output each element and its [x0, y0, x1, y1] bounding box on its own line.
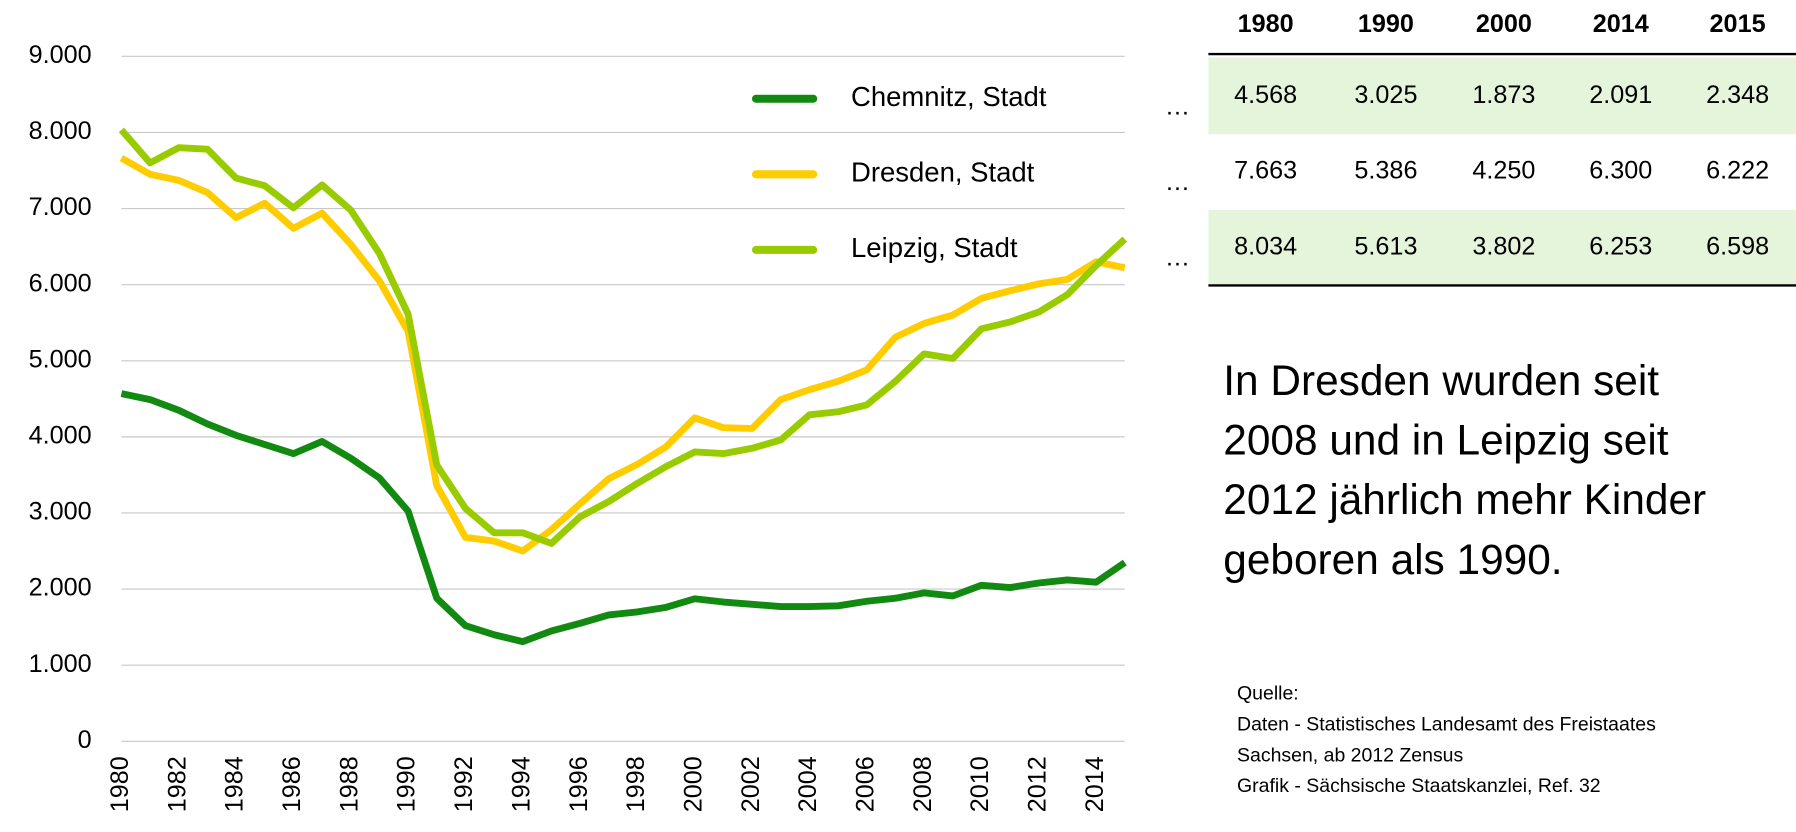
legend-label: Leipzig, Stadt	[851, 232, 1018, 263]
table-cell: 1.873	[1472, 81, 1535, 109]
y-tick-label: 1.000	[29, 650, 92, 678]
table-cell: 6.598	[1706, 232, 1769, 260]
series-line	[118, 127, 1128, 547]
table-cell: 5.613	[1354, 232, 1417, 260]
row-band	[1208, 209, 1796, 285]
source-line: Sachsen, ab 2012 Zensus	[1237, 744, 1463, 766]
x-tick-label: 2012	[1023, 756, 1051, 812]
x-tick-label: 1994	[507, 756, 535, 812]
legend-label: Dresden, Stadt	[851, 157, 1035, 188]
x-tick-label: 2000	[679, 756, 707, 812]
series-line	[119, 155, 1126, 555]
y-tick-label: 3.000	[29, 498, 92, 526]
table-cell: 6.222	[1706, 157, 1769, 185]
x-tick-label: 2014	[1081, 756, 1109, 812]
table-header: 1990	[1358, 10, 1414, 38]
legend-label: Chemnitz, Stadt	[851, 81, 1047, 112]
table-cell: 3.025	[1354, 81, 1417, 109]
table-cell: 5.386	[1354, 157, 1417, 185]
note-line: 2012 jährlich mehr Kinder	[1223, 476, 1706, 523]
x-tick-label: 1980	[106, 756, 134, 812]
table-ellipsis: …	[1165, 168, 1190, 196]
y-tick-label: 0	[78, 726, 92, 754]
source-line: Quelle:	[1237, 682, 1299, 704]
y-tick-label: 9.000	[29, 41, 92, 69]
x-tick-label: 2010	[966, 756, 994, 812]
table-header: 2014	[1593, 10, 1649, 38]
x-tick-label: 1996	[565, 756, 593, 812]
note-line: 2008 und in Leipzig seit	[1223, 417, 1668, 464]
x-tick-label: 1990	[393, 756, 421, 812]
x-tick-label: 2008	[909, 756, 937, 812]
x-tick-label: 1988	[335, 756, 363, 812]
y-tick-label: 6.000	[29, 269, 92, 297]
table-header: 2000	[1476, 10, 1532, 38]
x-tick-label: 1984	[221, 756, 249, 812]
y-tick-label: 2.000	[29, 574, 92, 602]
x-tick-label: 1982	[163, 756, 191, 812]
note-line: geboren als 1990.	[1223, 536, 1562, 583]
table-cell: 4.568	[1234, 81, 1297, 109]
source-line: Daten - Statistisches Landesamt des Frei…	[1237, 713, 1656, 735]
table-cell: 2.348	[1706, 81, 1769, 109]
y-tick-label: 8.000	[29, 117, 92, 145]
x-tick-label: 2006	[851, 756, 879, 812]
table-cell: 6.300	[1589, 157, 1652, 185]
table-header: 2015	[1710, 10, 1766, 38]
table-header: 1980	[1238, 10, 1294, 38]
note-line: In Dresden wurden seit	[1223, 357, 1659, 404]
x-tick-label: 1992	[450, 756, 478, 812]
x-tick-label: 1998	[622, 756, 650, 812]
y-tick-label: 7.000	[29, 193, 92, 221]
table-ellipsis: …	[1165, 93, 1190, 121]
row-band	[1208, 57, 1796, 135]
table-cell: 4.250	[1472, 157, 1535, 185]
table-cell: 6.253	[1589, 232, 1652, 260]
y-tick-label: 4.000	[29, 422, 92, 450]
x-tick-label: 2002	[737, 756, 765, 812]
y-tick-label: 5.000	[29, 345, 92, 373]
table-cell: 3.802	[1472, 232, 1535, 260]
x-tick-label: 2004	[794, 756, 822, 812]
table-cell: 7.663	[1234, 157, 1297, 185]
table-ellipsis: …	[1165, 244, 1190, 272]
source-line: Grafik - Sächsische Staatskanzlei, Ref. …	[1237, 775, 1601, 797]
table-cell: 2.091	[1589, 81, 1652, 109]
series-line	[120, 390, 1127, 646]
x-tick-label: 1986	[278, 756, 306, 812]
table-cell: 8.034	[1234, 232, 1297, 260]
